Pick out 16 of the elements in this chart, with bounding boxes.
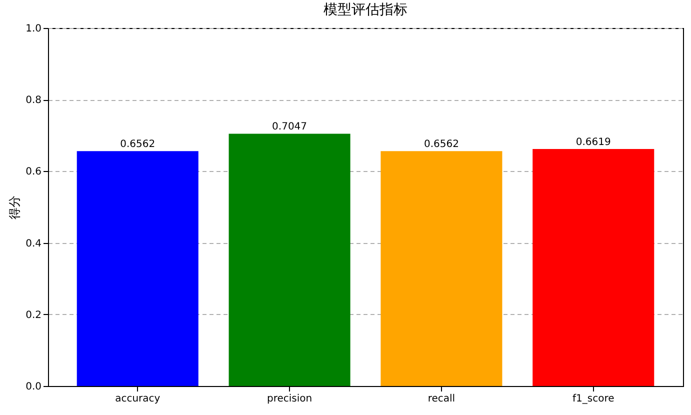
data-label: 0.7047 [272, 122, 308, 133]
y-tick-label: 0.8 [26, 95, 42, 106]
y-tick-label: 0.2 [26, 310, 42, 321]
y-tick-label: 0.6 [26, 166, 42, 178]
data-label: 0.6562 [424, 139, 459, 150]
y-axis-title: 得分 [8, 196, 22, 220]
y-tick-label: 0.4 [26, 238, 42, 250]
data-label: 0.6562 [120, 139, 156, 150]
x-tick-label: accuracy [115, 394, 160, 404]
x-tick-label: f1_score [572, 394, 614, 404]
x-tick-label: precision [266, 394, 312, 404]
data-label: 0.6619 [576, 137, 611, 148]
chart-title: 模型评估指标 [324, 2, 408, 18]
y-tick-label: 0.0 [26, 382, 42, 392]
x-tick-label: recall [428, 394, 456, 404]
y-tick-label: 1.0 [26, 24, 42, 34]
